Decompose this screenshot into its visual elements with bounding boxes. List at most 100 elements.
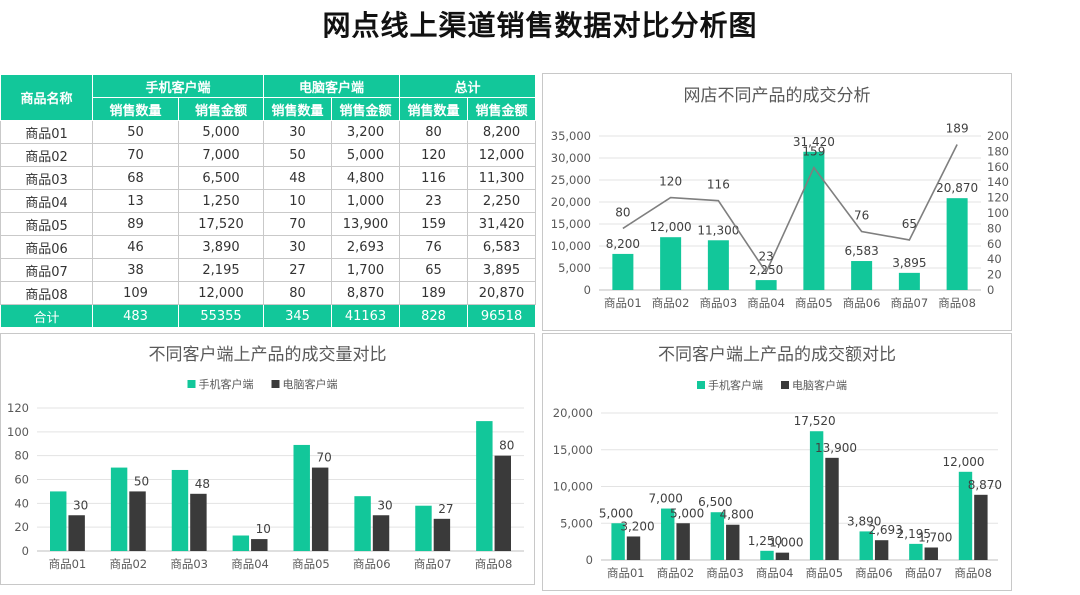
x-tick-label: 商品02: [109, 557, 147, 571]
y2-tick-label: 160: [987, 160, 1009, 174]
y-tick-label: 30,000: [551, 151, 591, 165]
data-label: 8,870: [968, 478, 1002, 492]
data-label: 2,195: [897, 527, 931, 541]
bar: [874, 540, 889, 560]
product-name-cell: 商品05: [0, 212, 93, 236]
table-cell: 65: [399, 258, 469, 282]
data-label: 17,520: [794, 414, 836, 428]
y-tick-label: 10,000: [553, 480, 593, 494]
bar: [372, 515, 390, 551]
sales-table-container: 商品名称 手机客户端 电脑客户端 总计 销售数量 销售金额 销售数量 销售金额 …: [0, 74, 537, 328]
line-data-label: 23: [758, 249, 773, 263]
table-row: 商品05 89 17,520 70 13,900 159 31,420: [0, 212, 537, 236]
x-tick-label: 商品05: [795, 296, 833, 310]
line-data-label: 120: [659, 175, 682, 189]
data-label: 10: [256, 522, 271, 536]
table-cell: 13,900: [331, 212, 401, 236]
x-tick-label: 商品07: [414, 557, 452, 571]
bar: [775, 552, 790, 560]
bar: [476, 421, 493, 551]
y-tick-label: 20,000: [553, 406, 593, 420]
bar: [293, 444, 310, 551]
table-cell: 1,250: [177, 189, 265, 213]
total-cell: 828: [399, 304, 469, 328]
data-label: 7,000: [649, 492, 683, 506]
y2-tick-label: 20: [987, 268, 1002, 282]
header-mobile-amount: 销售金额: [177, 97, 265, 121]
y-tick-label: 120: [7, 401, 29, 415]
chart-panel-amount-comparison: 不同客户端上产品的成交额对比 0 5,000 10,000 15,000 20,000 手机…: [542, 333, 1012, 591]
total-cell: 345: [263, 304, 333, 328]
table-cell: 2,250: [467, 189, 537, 213]
x-tick-label: 商品06: [353, 557, 391, 571]
bar: [232, 535, 250, 551]
header-group-pc: 电脑客户端: [263, 74, 401, 98]
product-name-cell: 商品03: [0, 166, 93, 190]
data-label: 13,900: [815, 441, 857, 455]
table-cell: 3,890: [177, 235, 265, 259]
header-pc-amount: 销售金额: [331, 97, 401, 121]
table-cell: 7,000: [177, 143, 265, 167]
data-label: 3,890: [847, 514, 881, 528]
page-title: 网点线上渠道销售数据对比分析图: [322, 9, 758, 42]
bar: [851, 261, 873, 290]
bar: [803, 151, 825, 290]
y-tick-label: 20: [14, 520, 29, 534]
y-tick-label: 0: [586, 553, 593, 567]
table-cell: 6,500: [177, 166, 265, 190]
y-tick-label: 40: [14, 496, 29, 510]
bar: [433, 518, 451, 551]
bar: [661, 508, 675, 560]
x-tick-label: 商品07: [891, 296, 929, 310]
table-cell: 6,583: [467, 235, 537, 259]
legend-label: 手机客户端: [708, 378, 763, 392]
data-label: 30: [377, 498, 392, 512]
table-cell: 159: [399, 212, 469, 236]
data-label: 11,300: [697, 223, 739, 237]
table-cell: 10: [263, 189, 333, 213]
table-cell: 2,693: [331, 235, 401, 259]
y-tick-label: 15,000: [553, 443, 593, 457]
x-tick-label: 商品08: [938, 296, 976, 310]
x-tick-label: 商品01: [49, 557, 87, 571]
y2-tick-label: 100: [987, 206, 1009, 220]
bar: [251, 539, 268, 551]
legend-swatch: [187, 380, 196, 388]
legend-swatch: [697, 381, 705, 389]
bar: [494, 455, 511, 551]
line-data-label: 76: [854, 208, 869, 222]
table-cell: 70: [263, 212, 333, 236]
x-tick-label: 商品05: [805, 566, 843, 580]
table-cell: 109: [92, 281, 179, 305]
x-tick-label: 商品03: [170, 557, 208, 571]
bar: [171, 469, 189, 551]
y-tick-label: 60: [14, 473, 29, 487]
bar: [415, 505, 432, 551]
bar: [710, 512, 725, 560]
table-cell: 189: [399, 281, 469, 305]
product-name-cell: 商品06: [0, 235, 93, 259]
table-cell: 46: [92, 235, 179, 259]
data-label: 48: [195, 477, 210, 491]
line-data-label: 65: [902, 217, 917, 231]
y-tick-label: 15,000: [551, 217, 591, 231]
total-cell: 483: [92, 304, 179, 328]
table-cell: 116: [399, 166, 469, 190]
product-name-cell: 商品07: [0, 258, 93, 282]
data-label: 12,000: [650, 220, 692, 234]
chart-transaction-analysis: 网店不同产品的成交分析 0 5,000 10,000 15,000 20,000 25,00…: [551, 86, 1009, 310]
bar: [726, 524, 740, 560]
table-cell: 50: [92, 120, 179, 144]
y-tick-label: 5,000: [558, 261, 591, 275]
x-tick-label: 商品04: [231, 557, 269, 571]
data-label: 6,583: [844, 244, 878, 258]
data-label: 4,800: [720, 508, 754, 522]
bar: [50, 491, 67, 551]
sales-table: 商品名称 手机客户端 电脑客户端 总计 销售数量 销售金额 销售数量 销售金额 …: [0, 74, 537, 328]
bar: [354, 496, 371, 551]
y-tick-label: 0: [22, 544, 29, 558]
table-cell: 23: [399, 189, 469, 213]
bar: [110, 467, 128, 551]
bar: [611, 523, 625, 560]
bar: [129, 491, 146, 551]
